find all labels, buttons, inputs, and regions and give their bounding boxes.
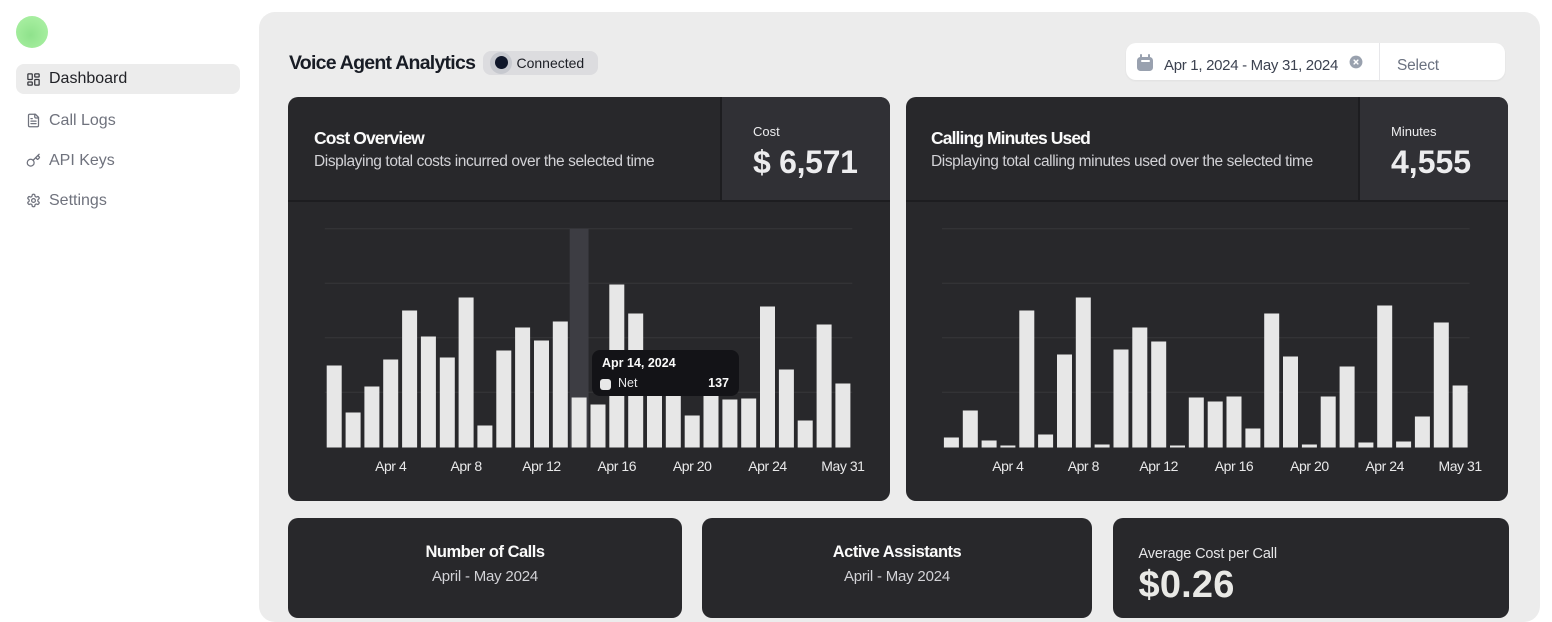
svg-text:Apr 16: Apr 16 — [1215, 458, 1254, 474]
svg-text:Apr 8: Apr 8 — [450, 458, 482, 474]
svg-text:May 31: May 31 — [1438, 458, 1482, 474]
svg-text:Apr 8: Apr 8 — [1068, 458, 1100, 474]
svg-text:Apr 20: Apr 20 — [1290, 458, 1329, 474]
svg-text:Apr 4: Apr 4 — [992, 458, 1024, 474]
svg-text:Apr 24: Apr 24 — [1365, 458, 1404, 474]
svg-text:Apr 20: Apr 20 — [673, 458, 712, 474]
svg-text:May 31: May 31 — [821, 458, 865, 474]
svg-text:Apr 4: Apr 4 — [375, 458, 407, 474]
svg-text:Apr 16: Apr 16 — [598, 458, 637, 474]
svg-text:Apr 12: Apr 12 — [522, 458, 561, 474]
svg-text:Apr 24: Apr 24 — [748, 458, 787, 474]
svg-text:Apr 12: Apr 12 — [1139, 458, 1178, 474]
